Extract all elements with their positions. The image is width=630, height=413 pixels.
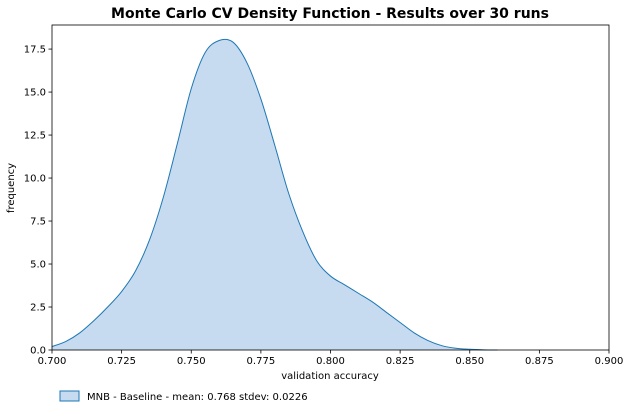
plot-area — [51, 38, 498, 351]
y-tick-label: 2.5 — [30, 303, 46, 314]
x-tick-label: 0.700 — [38, 356, 67, 367]
x-axis: 0.700 0.725 0.750 0.775 0.800 0.825 0.850 0.875… — [38, 350, 624, 367]
x-tick-label: 0.800 — [316, 356, 345, 367]
x-tick-label: 0.875 — [525, 356, 554, 367]
y-axis-label: frequency — [6, 163, 17, 213]
x-axis-label: validation accuracy — [281, 371, 379, 382]
x-tick-label: 0.775 — [247, 356, 276, 367]
y-tick-label: 0.0 — [30, 346, 46, 357]
y-tick-label: 15.0 — [24, 88, 46, 99]
x-tick-label: 0.900 — [595, 356, 624, 367]
x-tick-label: 0.725 — [107, 356, 136, 367]
legend: MNB - Baseline - mean: 0.768 stdev: 0.02… — [59, 390, 308, 403]
y-tick-label: 7.5 — [30, 217, 46, 228]
y-axis: 0.0 2.5 5.0 7.5 10.0 12.5 15.0 17.5 — [24, 45, 52, 357]
x-tick-label: 0.850 — [455, 356, 484, 367]
density-line — [51, 38, 498, 351]
legend-entry: MNB - Baseline - mean: 0.768 stdev: 0.02… — [87, 392, 308, 403]
x-tick-label: 0.750 — [177, 356, 206, 367]
y-tick-label: 10.0 — [24, 174, 46, 185]
y-tick-label: 17.5 — [24, 45, 46, 56]
x-tick-label: 0.825 — [386, 356, 415, 367]
y-tick-label: 12.5 — [24, 131, 46, 142]
chart-title: Monte Carlo CV Density Function - Result… — [111, 6, 549, 22]
legend-swatch — [59, 390, 80, 402]
density-area — [52, 39, 498, 350]
y-tick-label: 5.0 — [30, 260, 46, 271]
